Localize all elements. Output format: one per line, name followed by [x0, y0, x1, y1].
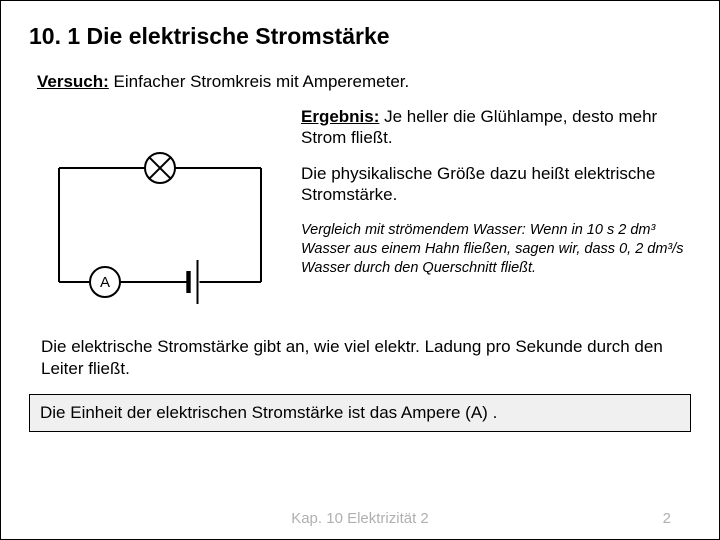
page-number: 2 [663, 510, 671, 527]
result-label: Ergebnis: [301, 107, 379, 126]
unit-box: Die Einheit der elektrischen Stromstärke… [29, 394, 691, 432]
ammeter-label: A [100, 274, 110, 291]
result-block: Ergebnis: Je heller die Glühlampe, desto… [301, 106, 695, 149]
circuit-diagram: A [37, 106, 283, 316]
quantity-text: Die physikalische Größe dazu heißt elekt… [301, 163, 695, 206]
experiment-label: Versuch: [37, 72, 109, 91]
experiment-line: Versuch: Einfacher Stromkreis mit Ampere… [1, 50, 719, 92]
footer-chapter: Kap. 10 Elektrizität 2 [1, 510, 719, 527]
section-title: 10. 1 Die elektrische Stromstärke [1, 1, 719, 50]
definition-text: Die elektrische Stromstärke gibt an, wie… [1, 316, 719, 380]
comparison-text: Vergleich mit strömendem Wasser: Wenn in… [301, 221, 695, 278]
experiment-text: Einfacher Stromkreis mit Amperemeter. [109, 72, 409, 91]
